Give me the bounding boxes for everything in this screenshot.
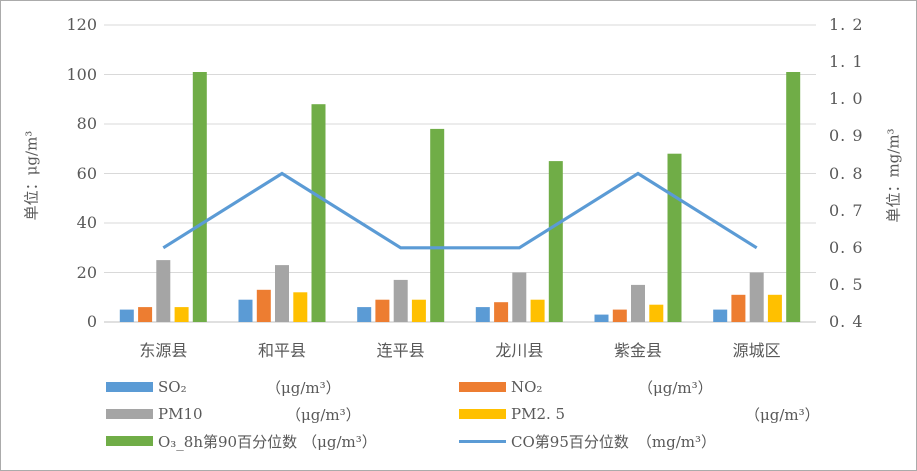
legend-label: PM2. 5: [511, 405, 566, 423]
legend-unit: （μg/m³）: [302, 432, 377, 451]
bar: [192, 72, 207, 322]
bar: [548, 161, 563, 322]
right-tick-label: 1. 0: [829, 89, 864, 109]
co-line: [162, 171, 758, 250]
x-category-label: 连平县: [376, 341, 425, 360]
bar: [731, 294, 746, 322]
bar: [749, 272, 764, 322]
bar: [156, 260, 171, 322]
bar: [713, 309, 728, 322]
bar: [512, 272, 527, 322]
left-tick-label: 80: [76, 114, 97, 133]
x-category-label: 紫金县: [613, 341, 662, 360]
right-tick-label: 1. 1: [829, 52, 864, 72]
legend-unit: （μg/m³）: [745, 405, 820, 424]
bar: [393, 279, 408, 322]
bar: [238, 299, 253, 322]
legend-item-o3: O₃_8h第90百分位数 （μg/m³）: [106, 432, 377, 451]
bar: [767, 294, 782, 322]
right-tick-label: 1. 2: [829, 15, 864, 34]
left-tick-label: 60: [76, 163, 97, 183]
left-axis-title: 单位：μg/m³: [22, 130, 41, 221]
legend-unit: （μg/m³）: [266, 378, 341, 397]
bar: [174, 307, 189, 322]
bar: [411, 299, 426, 322]
bar: [138, 307, 153, 322]
left-tick-label: 100: [66, 64, 97, 84]
bar: [275, 265, 289, 322]
legend-label: NO₂: [511, 378, 543, 396]
legend-item-pm10: PM10 （μg/m³）: [106, 405, 361, 424]
bar: [293, 292, 308, 322]
left-tick-label: 0: [86, 312, 97, 331]
bar: [494, 302, 509, 322]
left-tick-label: 40: [76, 213, 97, 232]
right-tick-label: 0. 8: [829, 163, 864, 183]
bar: [375, 299, 390, 322]
right-tick-label: 0. 7: [829, 200, 864, 220]
bar: [649, 304, 664, 322]
bar: [357, 307, 372, 322]
legend-label: SO₂: [158, 378, 187, 396]
legend-item-pm25: PM2. 5 （μg/m³）: [459, 405, 820, 424]
legend-item-co: CO第95百分位数 （mg/m³）: [459, 432, 716, 451]
legend-label: CO第95百分位数: [511, 432, 629, 451]
bar: [119, 309, 134, 322]
bar: [475, 307, 490, 322]
pm10-swatch-icon: [106, 409, 153, 419]
right-tick-label: 0. 5: [829, 274, 864, 294]
bar: [430, 128, 445, 322]
bar: [612, 309, 627, 322]
legend-unit: （μg/m³）: [286, 405, 361, 424]
legend-unit: （μg/m³）: [638, 378, 713, 397]
bar: [594, 314, 609, 322]
legend-unit: （mg/m³）: [636, 432, 716, 451]
right-axis-title: 单位：mg/m³: [884, 128, 903, 223]
bar: [530, 299, 545, 322]
no2-swatch-icon: [459, 382, 506, 392]
bar: [786, 72, 801, 322]
right-tick-label: 0. 6: [829, 237, 864, 257]
bar: [631, 284, 645, 322]
legend-item-so2: SO₂ （μg/m³）: [106, 378, 341, 397]
o3-swatch-icon: [106, 436, 153, 446]
pm25-swatch-icon: [459, 409, 506, 419]
legend-label: PM10: [158, 405, 203, 423]
left-tick-label: 20: [76, 262, 97, 282]
x-category-label: 和平县: [257, 341, 306, 360]
co-line-swatch-icon: [459, 439, 506, 443]
legend-item-no2: NO₂ （μg/m³）: [459, 378, 713, 397]
x-category-label: 龙川县: [495, 341, 544, 360]
x-category-label: 源城区: [732, 341, 781, 360]
right-tick-label: 0. 4: [829, 312, 864, 331]
legend-label: O₃_8h第90百分位数: [158, 432, 298, 451]
bar: [256, 289, 271, 322]
left-tick-label: 120: [66, 15, 97, 34]
right-tick-label: 0. 9: [829, 126, 864, 146]
x-category-label: 东源县: [139, 341, 188, 360]
bar: [311, 104, 326, 322]
bar: [667, 153, 682, 322]
so2-swatch-icon: [106, 382, 153, 392]
